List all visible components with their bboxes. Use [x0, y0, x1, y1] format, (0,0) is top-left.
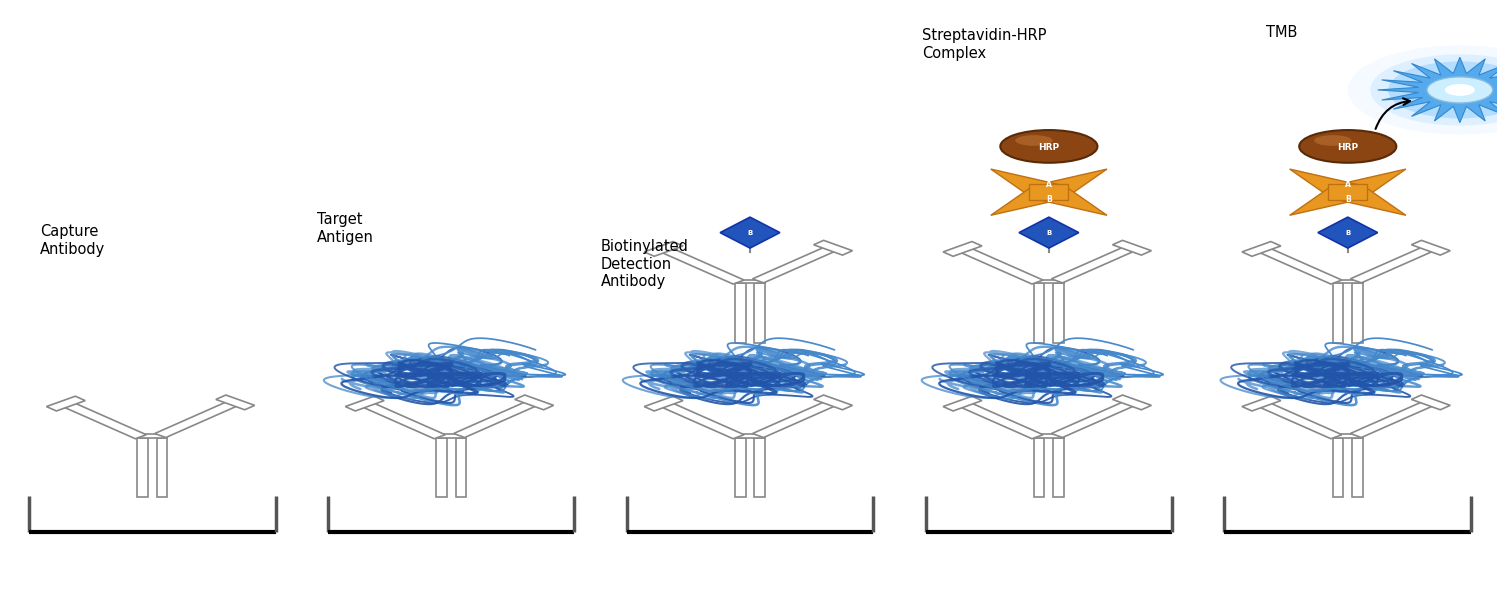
FancyBboxPatch shape	[1034, 434, 1064, 438]
FancyBboxPatch shape	[735, 438, 746, 497]
Polygon shape	[1290, 186, 1364, 215]
Polygon shape	[992, 169, 1065, 199]
FancyBboxPatch shape	[1029, 184, 1068, 200]
FancyBboxPatch shape	[1053, 283, 1064, 343]
Ellipse shape	[1016, 135, 1053, 146]
Polygon shape	[1052, 400, 1137, 437]
Polygon shape	[1318, 217, 1377, 248]
FancyBboxPatch shape	[156, 438, 166, 497]
Polygon shape	[944, 396, 982, 411]
Ellipse shape	[376, 350, 525, 401]
FancyBboxPatch shape	[735, 434, 765, 438]
Polygon shape	[753, 400, 839, 437]
FancyArrowPatch shape	[1376, 98, 1410, 129]
Polygon shape	[1034, 186, 1107, 215]
FancyBboxPatch shape	[1034, 438, 1044, 497]
Polygon shape	[944, 242, 982, 256]
Polygon shape	[1350, 400, 1437, 437]
Polygon shape	[813, 395, 852, 410]
Ellipse shape	[1000, 130, 1098, 163]
Circle shape	[1426, 77, 1492, 103]
FancyBboxPatch shape	[1053, 438, 1064, 497]
FancyBboxPatch shape	[436, 434, 466, 438]
Polygon shape	[644, 396, 682, 411]
Text: Biotinylated
Detection
Antibody: Biotinylated Detection Antibody	[600, 239, 688, 289]
Polygon shape	[216, 395, 255, 410]
Polygon shape	[992, 186, 1065, 215]
Polygon shape	[1256, 247, 1342, 284]
Polygon shape	[1242, 396, 1281, 411]
Ellipse shape	[1274, 350, 1422, 401]
Polygon shape	[60, 401, 147, 439]
Polygon shape	[753, 246, 839, 283]
FancyBboxPatch shape	[1034, 283, 1044, 343]
Text: A: A	[1346, 180, 1350, 189]
FancyBboxPatch shape	[735, 280, 765, 283]
Polygon shape	[1350, 246, 1437, 283]
FancyBboxPatch shape	[1353, 438, 1362, 497]
Circle shape	[1444, 84, 1474, 96]
FancyBboxPatch shape	[1329, 184, 1366, 200]
Polygon shape	[1290, 169, 1364, 199]
Polygon shape	[1113, 241, 1152, 255]
Polygon shape	[658, 401, 744, 439]
Polygon shape	[1019, 217, 1078, 248]
FancyBboxPatch shape	[138, 438, 147, 497]
FancyBboxPatch shape	[1334, 438, 1344, 497]
Polygon shape	[345, 396, 384, 411]
Polygon shape	[644, 242, 682, 256]
Text: Streptavidin-HRP
Complex: Streptavidin-HRP Complex	[922, 28, 1047, 61]
Polygon shape	[813, 241, 852, 255]
Circle shape	[1370, 54, 1500, 125]
Text: B: B	[1346, 196, 1350, 205]
Polygon shape	[1256, 401, 1342, 439]
FancyBboxPatch shape	[1353, 283, 1362, 343]
Polygon shape	[1332, 169, 1406, 199]
FancyBboxPatch shape	[735, 283, 746, 343]
FancyBboxPatch shape	[1334, 280, 1362, 283]
Text: B: B	[747, 230, 753, 236]
Polygon shape	[1242, 242, 1281, 256]
Ellipse shape	[975, 350, 1124, 401]
Text: HRP: HRP	[1038, 143, 1059, 152]
Polygon shape	[514, 395, 554, 410]
Text: B: B	[1346, 230, 1350, 236]
Polygon shape	[1377, 57, 1500, 122]
Polygon shape	[1412, 241, 1450, 255]
Circle shape	[1388, 61, 1500, 118]
Circle shape	[1348, 46, 1500, 134]
Ellipse shape	[675, 350, 825, 401]
FancyBboxPatch shape	[754, 438, 765, 497]
Polygon shape	[1412, 395, 1450, 410]
Text: B: B	[1046, 196, 1052, 205]
Polygon shape	[1332, 186, 1406, 215]
FancyBboxPatch shape	[138, 434, 166, 438]
Text: B: B	[1047, 230, 1052, 236]
Polygon shape	[720, 217, 780, 248]
FancyBboxPatch shape	[456, 438, 466, 497]
Text: HRP: HRP	[1336, 143, 1359, 152]
Text: TMB: TMB	[1266, 25, 1298, 40]
FancyBboxPatch shape	[1334, 283, 1344, 343]
Polygon shape	[1034, 169, 1107, 199]
Polygon shape	[957, 247, 1042, 284]
Text: Capture
Antibody: Capture Antibody	[40, 224, 105, 257]
Ellipse shape	[1314, 135, 1352, 146]
Polygon shape	[658, 247, 744, 284]
Polygon shape	[1113, 395, 1152, 410]
FancyBboxPatch shape	[1034, 280, 1064, 283]
Polygon shape	[1052, 246, 1137, 283]
Polygon shape	[154, 400, 242, 437]
FancyBboxPatch shape	[1334, 434, 1362, 438]
Text: A: A	[1046, 180, 1052, 189]
FancyBboxPatch shape	[436, 438, 447, 497]
Polygon shape	[453, 400, 540, 437]
FancyBboxPatch shape	[754, 283, 765, 343]
Ellipse shape	[1299, 130, 1396, 163]
Polygon shape	[46, 396, 86, 411]
Text: Target
Antigen: Target Antigen	[316, 212, 374, 245]
Polygon shape	[358, 401, 446, 439]
Polygon shape	[957, 401, 1042, 439]
